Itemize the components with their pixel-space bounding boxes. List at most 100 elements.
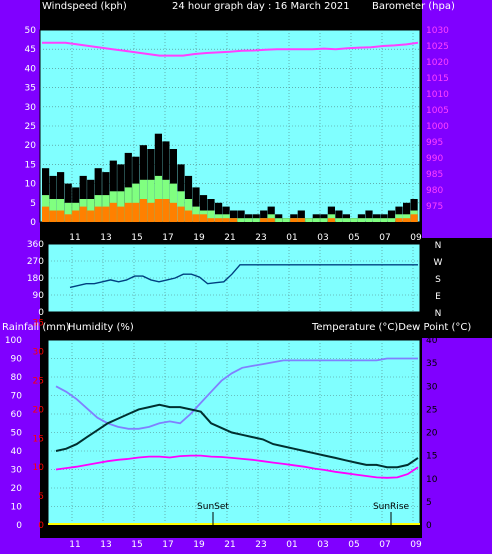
dir-y-tick: 0 [38,308,44,318]
humidity-line [55,357,418,430]
gust-bar [230,210,238,222]
average-bar [215,214,223,222]
wind-y-tick: 5 [30,199,36,209]
baro-y-tick: 1010 [426,90,449,100]
temp-x-tick: 15 [131,540,142,550]
rain-y-tick: 35 [33,319,44,329]
wind-x-tick: 19 [193,233,205,243]
average-bar [342,218,350,222]
dir-compass-label: E [435,292,441,302]
wind-y-tick: 45 [25,45,36,55]
temp-x-tick: 03 [317,540,328,550]
wind-x-tick: 03 [317,233,328,243]
speed-bar [199,214,208,222]
sunset-label: SunSet [197,502,229,512]
average-bar [320,218,328,222]
humidity-y-tick: 20 [11,484,23,494]
gust-bar [184,175,193,222]
gust-bar [252,214,260,222]
speed-bar [154,199,162,222]
wind-x-tick: 15 [131,233,142,243]
humidity-y-tick: 30 [11,466,23,476]
dir-y-tick: 90 [33,291,45,301]
dir-y-tick: 180 [27,274,44,284]
average-bar [252,218,260,222]
speed-bar [260,218,268,222]
speed-bar [109,202,117,222]
gust-bar [275,214,283,222]
average-bar [372,218,381,222]
temp-y-tick: 0 [426,521,432,531]
temperature-line [55,403,419,469]
temp-y-tick: 35 [426,359,437,369]
speed-bar [169,202,177,222]
gust-bar [372,214,381,222]
average-bar [365,218,373,222]
gust-bar [57,172,65,222]
wind-y-tick: 20 [25,141,37,151]
dir-compass-label: W [434,258,443,268]
gust-bar [260,210,268,222]
temp-y-tick: 25 [426,405,437,415]
baro-y-tick: 975 [426,202,443,212]
speed-bar [207,218,215,222]
baro-y-tick: 1030 [426,26,449,36]
humidity-y-tick: 40 [11,447,23,457]
gust-bar [335,210,343,222]
speed-bar [64,214,72,222]
speed-bar [192,214,200,222]
speed-bar [215,218,223,222]
dewpoint-line [55,454,419,479]
gust-bar [79,175,87,222]
humidity-y-tick: 90 [11,355,23,365]
speed-bar [49,210,57,222]
humidity-y-tick: 100 [5,336,22,346]
average-bar [154,175,162,222]
speed-bar [184,210,193,222]
speed-bar [410,214,418,222]
average-bar [327,214,335,222]
wind-x-tick: 09 [410,233,422,243]
temp-x-tick: 19 [193,540,205,550]
gust-bar [312,214,320,222]
speed-bar [267,218,275,222]
right-bar-bottom [422,338,492,554]
average-bar [237,218,245,222]
dir-compass-label: N [435,309,442,319]
humidity-y-tick: 70 [11,392,23,402]
humidity-y-tick: 50 [11,429,23,439]
gust-bar [49,175,57,222]
humidity-y-tick: 0 [16,521,22,531]
average-bar [245,218,253,222]
gust-bar [297,210,305,222]
average-bar [395,214,403,222]
gust-bar [215,202,223,222]
wind-x-tick: 11 [69,233,80,243]
rain-y-tick: 5 [38,492,44,502]
windspeed-title: Windspeed (kph) [42,1,127,12]
speed-bar [222,218,230,222]
humidity-y-tick: 10 [11,503,23,513]
baro-y-tick: 1015 [426,74,449,84]
baro-y-tick: 980 [426,186,443,196]
humidity-y-tick: 60 [11,410,23,420]
average-bar [305,218,313,222]
gust-bar [320,214,328,222]
wind-y-tick: 10 [25,180,37,190]
left-bar [0,0,40,554]
speed-bar [139,199,147,222]
temp-x-tick: 17 [162,540,173,550]
temp-x-tick: 11 [69,540,80,550]
speed-bar [94,206,102,222]
wind-y-tick: 15 [25,160,36,170]
sunrise-label: SunRise [373,502,410,512]
speed-bar [327,218,335,222]
average-bar [312,218,320,222]
wind-x-tick: 01 [286,233,297,243]
speed-bar [102,206,110,222]
average-bar [357,218,365,222]
gust-bar [403,202,411,222]
temp-y-tick: 15 [426,452,437,462]
barometer-line [42,41,419,57]
wind-x-tick: 21 [224,233,235,243]
